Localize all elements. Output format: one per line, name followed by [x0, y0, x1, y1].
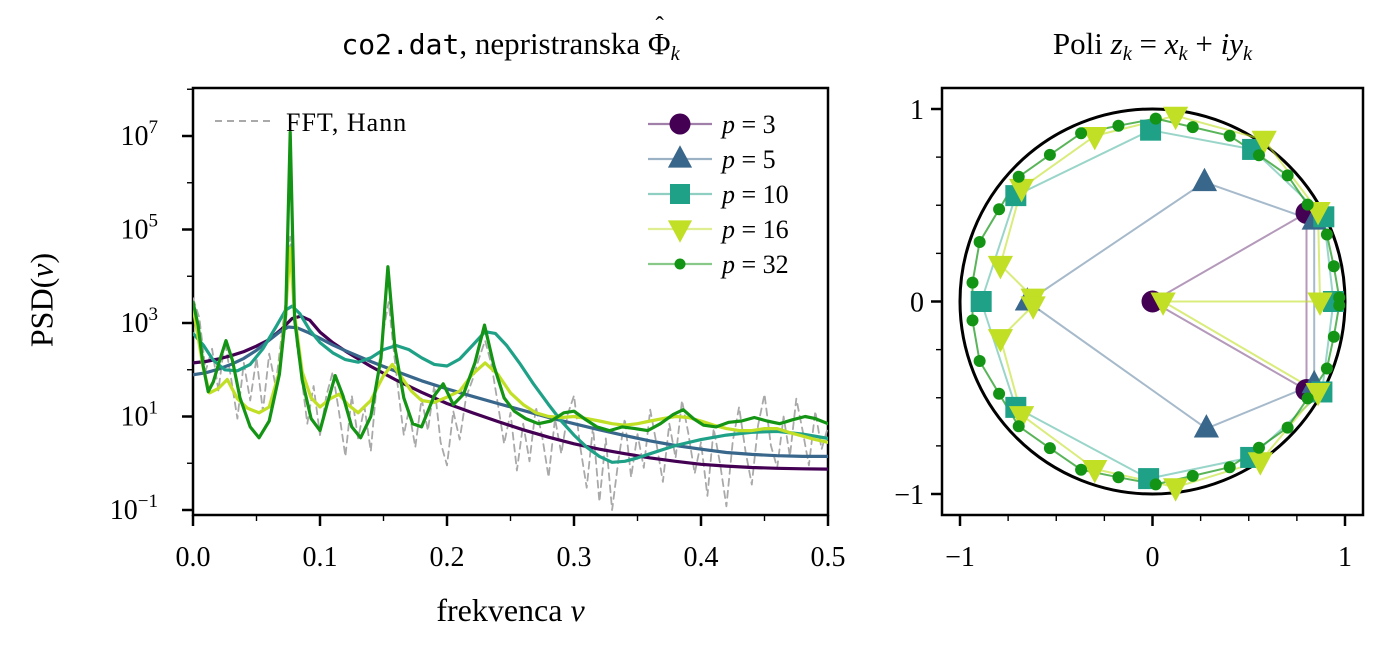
nu-symbol: ν [23, 263, 60, 278]
pole-marker-p32 [1149, 478, 1162, 491]
pole-marker-p32 [1075, 463, 1088, 476]
pole-marker-p32 [1043, 148, 1056, 161]
pole-marker-p32 [1320, 228, 1333, 241]
pole-marker-p16 [1163, 106, 1189, 131]
poles-title-text: Poli [1052, 26, 1111, 61]
pole-marker-p32 [1112, 119, 1125, 132]
pole-marker-p10 [970, 291, 992, 312]
pole-ticks: −1 0 1 1 0 −1 [894, 95, 1352, 573]
legend-label-p32: p = 32 [720, 250, 789, 279]
pole-marker-p5 [1191, 167, 1218, 192]
pole-y-tick-label: −1 [894, 480, 924, 511]
psd-y-tick-label: 101 [121, 398, 159, 433]
pole-x-tick-label: −1 [945, 542, 975, 573]
psd-x-tick-label: 0.0 [176, 542, 211, 573]
pole-marker-p16 [1305, 382, 1331, 407]
psd-curve-p32 [193, 130, 828, 440]
pole-marker-p32 [1223, 129, 1236, 142]
psd-legend: p = 3 p = 5 p = 10 p = 16 p = 32 [648, 110, 789, 279]
psd-curve-p3 [193, 314, 828, 471]
pole-x-tick-label: 1 [1338, 542, 1352, 573]
title-text: , nepristranska [459, 26, 648, 61]
pole-marker-p32 [1320, 362, 1333, 375]
psd-x-tick-label: 0.2 [430, 542, 465, 573]
psd-x-tick-label: 0.5 [811, 542, 846, 573]
pole-marker-p16 [1307, 292, 1333, 316]
pole-marker-p16 [1163, 478, 1189, 502]
pole-marker-p5 [1193, 414, 1219, 438]
pole-marker-p32 [1223, 461, 1236, 474]
pole-marker-p32 [1281, 421, 1294, 434]
pole-marker-p32 [973, 354, 986, 367]
psd-curve-p10 [193, 304, 828, 464]
pole-marker-p16 [1150, 292, 1176, 316]
pole-marker-p16 [987, 329, 1014, 353]
fft-legend-label: FFT, Hann [286, 108, 408, 137]
legend-label-p10: p = 10 [720, 180, 789, 209]
pole-marker-p32 [1281, 169, 1294, 182]
pole-marker-p32 [1043, 442, 1056, 455]
legend-label-p5: p = 5 [720, 145, 776, 174]
psd-curves [193, 130, 828, 511]
psd-curve-p5 [193, 325, 828, 458]
pole-marker-p32 [1252, 149, 1265, 162]
psd-y-tick-label: 103 [121, 304, 159, 339]
pole-marker-p16 [987, 255, 1014, 280]
psd-plot-title: co2.dat, nepristranska ˆ Φk [193, 13, 828, 66]
psd-x-tick-label: 0.1 [303, 542, 338, 573]
pole-y-tick-label: 0 [910, 288, 924, 319]
pole-marker-p32 [1112, 471, 1125, 484]
nu-symbol: ν [570, 592, 585, 628]
pole-axes: −1 0 1 1 0 −1 [894, 86, 1365, 573]
psd-ticks: 0.0 0.1 0.2 0.3 0.4 0.5 107 105 103 101 10−1 [110, 88, 846, 573]
title-filename: co2.dat [341, 28, 460, 61]
phi-subscript: k [670, 43, 680, 66]
pole-marker-p10 [1140, 119, 1162, 141]
psd-y-tick-label: 105 [121, 211, 159, 246]
psd-x-tick-label: 0.4 [684, 542, 719, 573]
pole-marker-p32 [966, 314, 979, 327]
pole-marker-p32 [993, 203, 1006, 216]
pole-marker-p32 [1327, 260, 1340, 273]
unit-circle [958, 107, 1347, 496]
legend-label-p16: p = 16 [720, 215, 789, 244]
psd-y-tick-label: 10−1 [110, 491, 158, 526]
pole-markers [966, 106, 1346, 502]
pole-marker-p32 [993, 387, 1006, 400]
pole-plot-title: Poli zk = xk + iyk [1052, 26, 1253, 66]
pole-marker-p32 [1252, 441, 1265, 454]
pole-marker-p16 [1009, 178, 1035, 203]
psd-x-tick-label: 0.3 [557, 542, 592, 573]
pole-marker-p32 [1149, 112, 1162, 125]
psd-y-tick-label: 107 [121, 117, 159, 152]
pole-marker-p16 [1082, 459, 1108, 484]
pole-marker-p16 [1251, 130, 1277, 155]
legend-label-p3: p = 3 [720, 110, 776, 139]
pole-marker-p32 [1327, 330, 1340, 343]
pole-marker-p32 [1012, 170, 1025, 183]
pole-marker-p16 [1009, 406, 1035, 430]
pole-marker-p16 [1020, 296, 1046, 320]
pole-marker-p32 [1075, 127, 1088, 140]
pole-marker-p16 [1082, 126, 1108, 151]
pole-marker-p32 [1186, 121, 1199, 134]
pole-marker-p32 [1301, 392, 1314, 405]
pole-marker-p32 [1301, 198, 1314, 211]
pole-y-tick-label: 1 [910, 95, 924, 126]
psd-xaxis-label: frekvenca ν [436, 592, 585, 628]
pole-marker-p32 [1333, 299, 1346, 312]
psd-yaxis-label: PSD(ν) [23, 252, 60, 348]
pole-marker-p32 [1012, 420, 1025, 433]
pole-marker-p32 [1186, 469, 1199, 482]
pole-marker-p32 [973, 236, 986, 249]
pole-marker-p16 [1247, 452, 1273, 476]
pole-marker-p32 [966, 276, 979, 289]
pole-x-tick-label: 0 [1146, 542, 1160, 573]
